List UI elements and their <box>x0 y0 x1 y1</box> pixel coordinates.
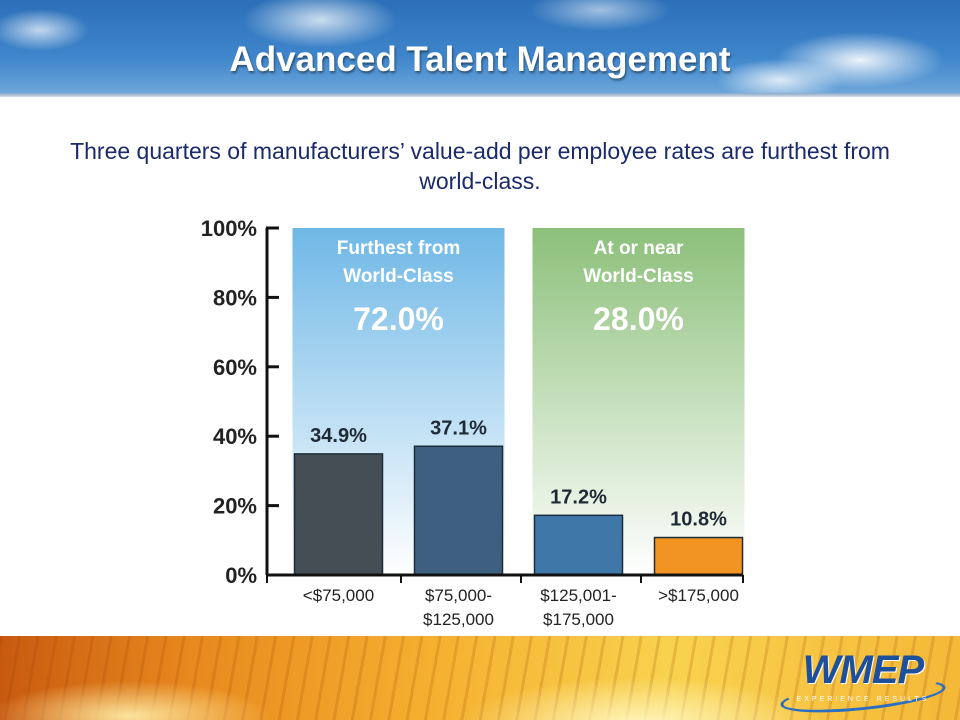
y-tick-label-3: 60% <box>213 355 257 380</box>
header-divider <box>0 93 960 97</box>
y-tick-label-1: 20% <box>213 494 257 519</box>
group-label-0-0: Furthest from <box>337 238 461 259</box>
bar-1 <box>413 445 504 576</box>
bar-value-label-3: 10.8% <box>670 509 727 531</box>
y-tick-label-0: 0% <box>225 563 257 588</box>
logo-tagline: EXPERIENCE RESULTS <box>796 696 930 703</box>
x-tick-label-2-1: $175,000 <box>543 610 614 629</box>
group-label-1-1: World-Class <box>583 266 694 287</box>
bar-value-label-2: 17.2% <box>550 486 607 508</box>
bar-0 <box>293 453 384 576</box>
x-tick-label-3-0: >$175,000 <box>658 586 739 605</box>
bar-2 <box>533 514 624 576</box>
slide-title: Advanced Talent Management <box>229 40 731 79</box>
group-label-1-0: At or near <box>594 238 684 259</box>
y-tick-label-4: 80% <box>213 285 257 310</box>
group-value-label-0: 72.0% <box>353 301 444 337</box>
x-tick-label-1-1: $125,000 <box>423 610 494 629</box>
group-value-label-1: 28.0% <box>593 301 684 337</box>
footer-banner <box>0 636 960 720</box>
x-tick-label-2-0: $125,001- <box>540 586 617 605</box>
header-banner <box>0 0 960 96</box>
bar-chart: Furthest from World-Class 72.0% At or near W… <box>201 216 745 629</box>
y-tick-label-5: 100% <box>201 216 257 241</box>
bar-value-label-0: 34.9% <box>310 425 367 447</box>
bar-3 <box>653 536 744 576</box>
bar-value-label-1: 37.1% <box>430 417 487 439</box>
group-label-0-1: World-Class <box>343 266 454 287</box>
x-tick-label-1-0: $75,000- <box>425 586 492 605</box>
slide-subtitle: Three quarters of manufacturers’ value-a… <box>70 138 890 194</box>
x-tick-label-0-0: <$75,000 <box>303 586 374 605</box>
wmep-logo: WMEP <box>802 648 924 692</box>
y-tick-label-2: 40% <box>213 424 257 449</box>
